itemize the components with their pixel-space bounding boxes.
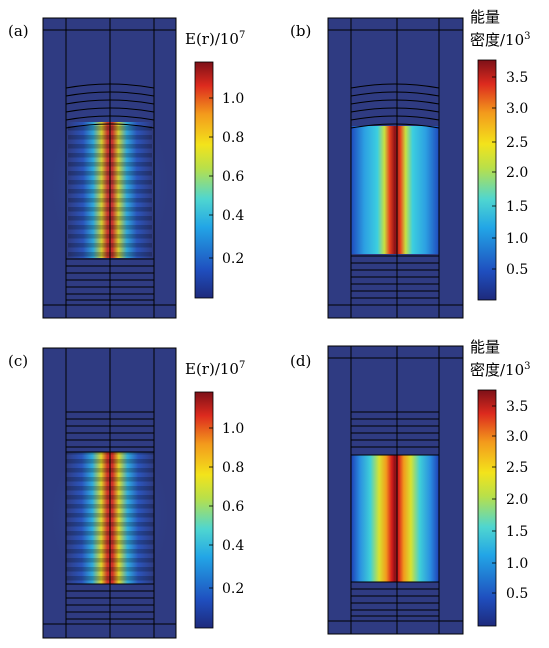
tick-c-2: 0.6 xyxy=(222,499,244,515)
tick-a-0: 0.2 xyxy=(222,251,244,267)
panel-b-structure xyxy=(327,17,464,319)
colorbar-title-c-text: E(r)/10 xyxy=(185,360,239,378)
tick-b-5: 3.0 xyxy=(506,101,528,117)
panel-a: 0.2 0.4 0.6 0.8 1.0 xyxy=(42,17,244,319)
tick-c-4: 1.0 xyxy=(222,421,244,437)
colorbar-title-b-exp: 3 xyxy=(524,31,531,42)
tick-b-0: 0.5 xyxy=(506,262,528,278)
colorbar-title-a: E(r)/107 xyxy=(185,26,245,49)
colorbar-title-c: E(r)/107 xyxy=(185,356,245,379)
tick-b-3: 2.0 xyxy=(506,165,528,181)
colorbar-c-ticks xyxy=(209,427,213,589)
tick-a-4: 1.0 xyxy=(222,91,244,107)
tick-c-0: 0.2 xyxy=(222,581,244,597)
panel-b-field xyxy=(351,126,439,254)
colorbar-d-ticks xyxy=(492,405,496,594)
colorbar-title-c-exp: 7 xyxy=(238,360,246,371)
colorbar-title-b-line2: 密度/10 xyxy=(470,31,525,49)
colorbar-b-ticks xyxy=(492,76,496,270)
tick-d-5: 3.0 xyxy=(506,429,528,445)
tick-d-4: 2.5 xyxy=(506,460,528,476)
tick-d-6: 3.5 xyxy=(506,399,528,415)
tick-d-0: 0.5 xyxy=(506,586,528,602)
panel-b: 0.5 1.0 1.5 2.0 2.5 3.0 3.5 xyxy=(327,17,528,319)
colorbar-title-d-line1: 能量 xyxy=(470,338,501,356)
colorbar-c xyxy=(194,391,214,629)
colorbar-a xyxy=(194,61,214,299)
colorbar-d xyxy=(477,389,497,627)
tick-c-3: 0.8 xyxy=(222,460,244,476)
panel-d-structure xyxy=(327,345,464,635)
tick-b-1: 1.0 xyxy=(506,231,528,247)
colorbar-title-b-line1: 能量 xyxy=(470,8,501,26)
panel-d: 0.5 1.0 1.5 2.0 2.5 3.0 3.5 xyxy=(327,345,528,635)
panel-c: 0.2 0.4 0.6 0.8 1.0 xyxy=(42,347,244,639)
colorbar-title-a-exp: 7 xyxy=(238,30,246,41)
tick-b-4: 2.5 xyxy=(506,135,528,151)
colorbar-title-d: 能量 密度/103 xyxy=(470,338,531,380)
colorbar-b xyxy=(477,59,497,301)
colorbar-title-d-line2: 密度/10 xyxy=(470,361,525,379)
tick-c-1: 0.4 xyxy=(222,538,244,554)
tick-a-3: 0.8 xyxy=(222,130,244,146)
tick-d-2: 1.5 xyxy=(506,524,528,540)
colorbar-title-d-exp: 3 xyxy=(524,361,531,372)
tick-d-3: 2.0 xyxy=(506,492,528,508)
panel-a-structure xyxy=(42,17,177,319)
panel-c-structure xyxy=(42,347,177,639)
colorbar-title-a-text: E(r)/10 xyxy=(185,30,239,48)
colorbar-title-b: 能量 密度/103 xyxy=(470,8,531,50)
tick-b-2: 1.5 xyxy=(506,199,528,215)
panel-label-a: (a) xyxy=(8,22,29,40)
panel-label-c: (c) xyxy=(8,352,29,370)
tick-a-2: 0.6 xyxy=(222,169,244,185)
tick-a-1: 0.4 xyxy=(222,208,244,224)
panel-d-field xyxy=(351,455,439,582)
tick-d-1: 1.0 xyxy=(506,556,528,572)
panel-label-d: (d) xyxy=(290,352,312,370)
colorbar-a-ticks xyxy=(209,97,213,259)
panel-label-b: (b) xyxy=(290,22,312,40)
tick-b-6: 3.5 xyxy=(506,70,528,86)
